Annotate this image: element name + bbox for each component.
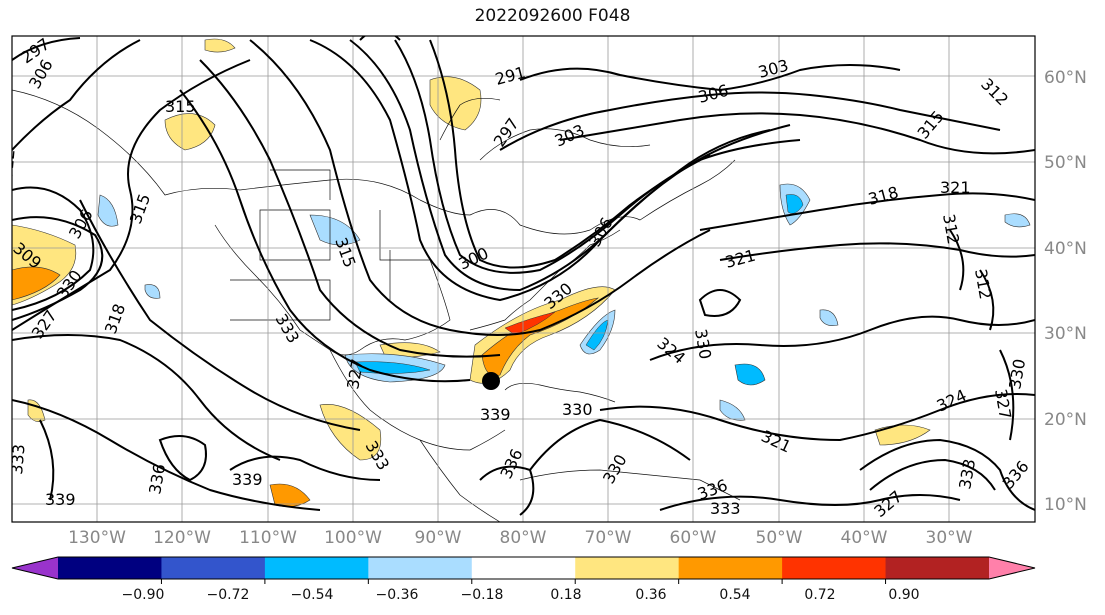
yellow-patch <box>319 404 382 461</box>
blue-patch <box>719 399 746 421</box>
colorbar-tick-label: −0.18 <box>460 587 504 603</box>
colorbar-tick-label: −0.54 <box>290 587 334 603</box>
contour-label: 330 <box>562 400 593 419</box>
map-frame <box>11 35 1036 523</box>
colorbar-swatch <box>575 557 680 579</box>
storm-center-marker <box>482 372 500 390</box>
blue-patch <box>785 194 804 214</box>
lon-label: 120°W <box>153 528 211 548</box>
lon-label: 50°W <box>755 528 803 548</box>
coastlines <box>12 89 741 522</box>
colorbar-extend-low <box>12 557 58 579</box>
lat-label: 10°N <box>1044 495 1087 515</box>
yellow-patch <box>429 76 482 131</box>
colorbar-tick-label: −0.90 <box>121 587 165 603</box>
colorbar-tick-label: −0.36 <box>375 587 419 603</box>
colorbar-tick-label: 0.18 <box>550 587 582 603</box>
lat-label: 20°N <box>1044 410 1087 430</box>
contour-label: 315 <box>165 97 196 116</box>
red-patch <box>504 311 556 336</box>
lon-label: 60°W <box>669 528 717 548</box>
contour-label: 321 <box>940 178 971 197</box>
colorbar-swatch <box>161 557 266 579</box>
colorbar-swatch <box>264 557 369 579</box>
lon-label: 100°W <box>324 528 382 548</box>
colorbar-outline <box>11 556 1036 580</box>
colorbar-extend-high <box>989 557 1035 579</box>
lat-label: 60°N <box>1044 68 1087 88</box>
blue-patch <box>97 194 119 227</box>
colorbar <box>11 556 1036 584</box>
contour-label: 339 <box>480 405 511 424</box>
yellow-patch <box>204 38 236 53</box>
blue-patch <box>734 363 766 386</box>
blue-patch <box>819 309 839 326</box>
lon-label: 110°W <box>239 528 297 548</box>
lon-label: 90°W <box>414 528 462 548</box>
lon-label: 80°W <box>499 528 547 548</box>
lon-label: 30°W <box>925 528 973 548</box>
contour-lines <box>12 36 1035 516</box>
colorbar-tick-label: 0.36 <box>635 587 667 603</box>
lon-label: 40°W <box>840 528 888 548</box>
colorbar-swatch <box>58 557 162 579</box>
orange-patch <box>12 266 61 301</box>
lat-label: 40°N <box>1044 239 1087 259</box>
contour-label: 333 <box>7 443 29 475</box>
colorbar-tick-label: −0.72 <box>206 587 250 603</box>
lat-label: 30°N <box>1044 324 1087 344</box>
contour-label: 333 <box>710 499 741 518</box>
colorbar-swatch <box>368 557 473 579</box>
contour-label: 339 <box>232 470 263 489</box>
colorbar-tick-label: 0.54 <box>719 587 751 603</box>
lon-label: 70°W <box>584 528 632 548</box>
colorbar-swatch <box>471 557 576 579</box>
contour-label: 312 <box>0 148 19 180</box>
lon-label: 130°W <box>68 528 126 548</box>
blue-patch <box>144 284 161 299</box>
blue-patch <box>1004 213 1031 228</box>
map-title: 2022092600 F048 <box>474 6 631 26</box>
colorbar-tick-label: 0.72 <box>804 587 836 603</box>
colorbar-tick-label: 0.90 <box>888 587 920 603</box>
graticule <box>12 36 1035 522</box>
colorbar-swatch <box>885 557 990 579</box>
colorbar-swatch <box>782 557 887 579</box>
contour-label: 339 <box>45 490 76 509</box>
colorbar-swatch <box>678 557 783 579</box>
lat-label: 50°N <box>1044 153 1087 173</box>
